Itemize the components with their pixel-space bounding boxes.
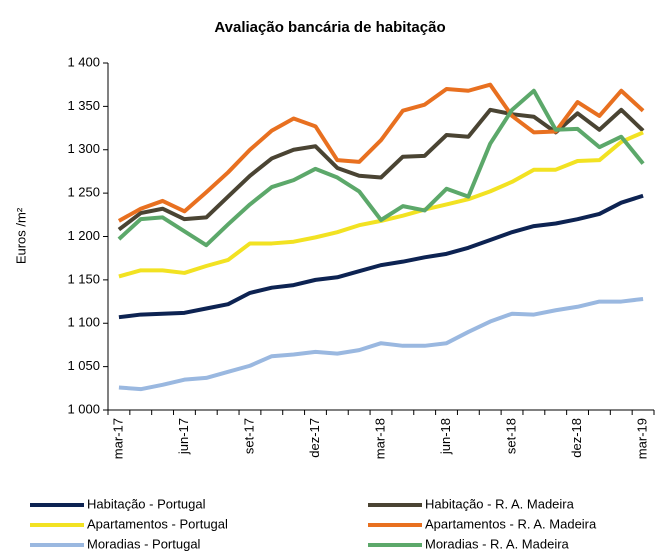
y-tick-label: 1 100 [67, 315, 100, 330]
y-tick-label: 1 050 [67, 358, 100, 373]
x-tick-label: mar-19 [635, 418, 650, 459]
series-line [118, 130, 644, 279]
chart-title: Avaliação bancária de habitação [214, 19, 445, 36]
legend-label: Habitação - Portugal [87, 496, 206, 511]
x-tick-label: dez-18 [569, 418, 584, 458]
y-tick-label: 1 300 [67, 141, 100, 156]
series-line [118, 193, 644, 320]
y-tick-label: 1 150 [67, 271, 100, 286]
y-tick-label: 1 350 [67, 98, 100, 113]
legend-label: Apartamentos - R. A. Madeira [425, 516, 597, 531]
x-tick-label: jun-18 [438, 418, 453, 455]
x-tick-label: mar-17 [110, 418, 125, 459]
x-tick-label: mar-18 [372, 418, 387, 459]
series-line [117, 82, 645, 223]
y-tick-label: 1 400 [67, 54, 100, 69]
series-line [118, 296, 644, 392]
y-axis-label: Euros /m² [13, 207, 28, 264]
legend-label: Habitação - R. A. Madeira [425, 496, 575, 511]
x-tick-label: set-18 [503, 418, 518, 454]
legend-label: Moradias - R. A. Madeira [425, 536, 570, 551]
x-tick-label: dez-17 [307, 418, 322, 458]
y-tick-label: 1 250 [67, 185, 100, 200]
y-tick-label: 1 200 [67, 228, 100, 243]
legend-label: Moradias - Portugal [87, 536, 201, 551]
legend-label: Apartamentos - Portugal [87, 516, 228, 531]
y-tick-label: 1 000 [67, 401, 100, 416]
series-line [117, 88, 645, 248]
x-tick-label: jun-17 [176, 418, 191, 455]
x-tick-label: set-17 [241, 418, 256, 454]
